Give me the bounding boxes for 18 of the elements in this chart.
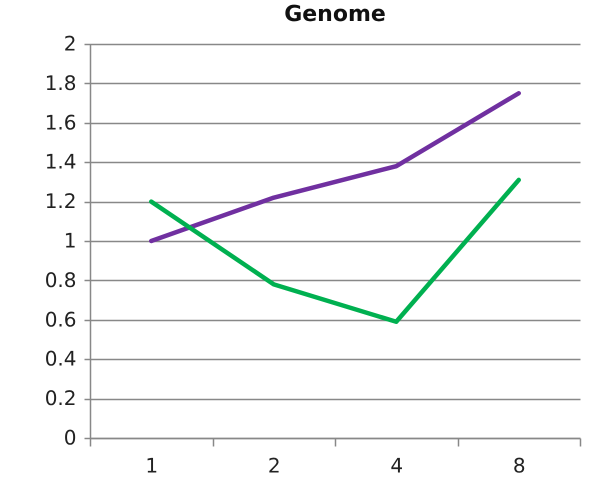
y-tick-label: 1.8 bbox=[44, 70, 76, 95]
y-tick-label: 0.8 bbox=[44, 268, 76, 292]
x-tick-label: 1 bbox=[145, 454, 158, 478]
y-tick-label: 2 bbox=[64, 32, 76, 56]
y-tick-label: 1.6 bbox=[44, 110, 76, 134]
y-tick-label: 0.6 bbox=[44, 307, 76, 332]
y-tick-label: 0.2 bbox=[44, 386, 76, 410]
y-tick-label: 1.4 bbox=[44, 150, 76, 174]
y-tick-label: 1 bbox=[64, 228, 76, 252]
chart-title: Genome bbox=[284, 2, 386, 27]
x-tick-label: 2 bbox=[268, 454, 281, 478]
x-tick-label: 4 bbox=[390, 454, 404, 478]
line-series bbox=[149, 178, 521, 324]
y-tick-label: 0.4 bbox=[44, 346, 76, 371]
line-series bbox=[149, 91, 521, 244]
y-tick-label: 1.2 bbox=[44, 189, 76, 214]
y-tick-label: 0 bbox=[64, 426, 76, 450]
x-tick-label: 8 bbox=[512, 454, 526, 478]
